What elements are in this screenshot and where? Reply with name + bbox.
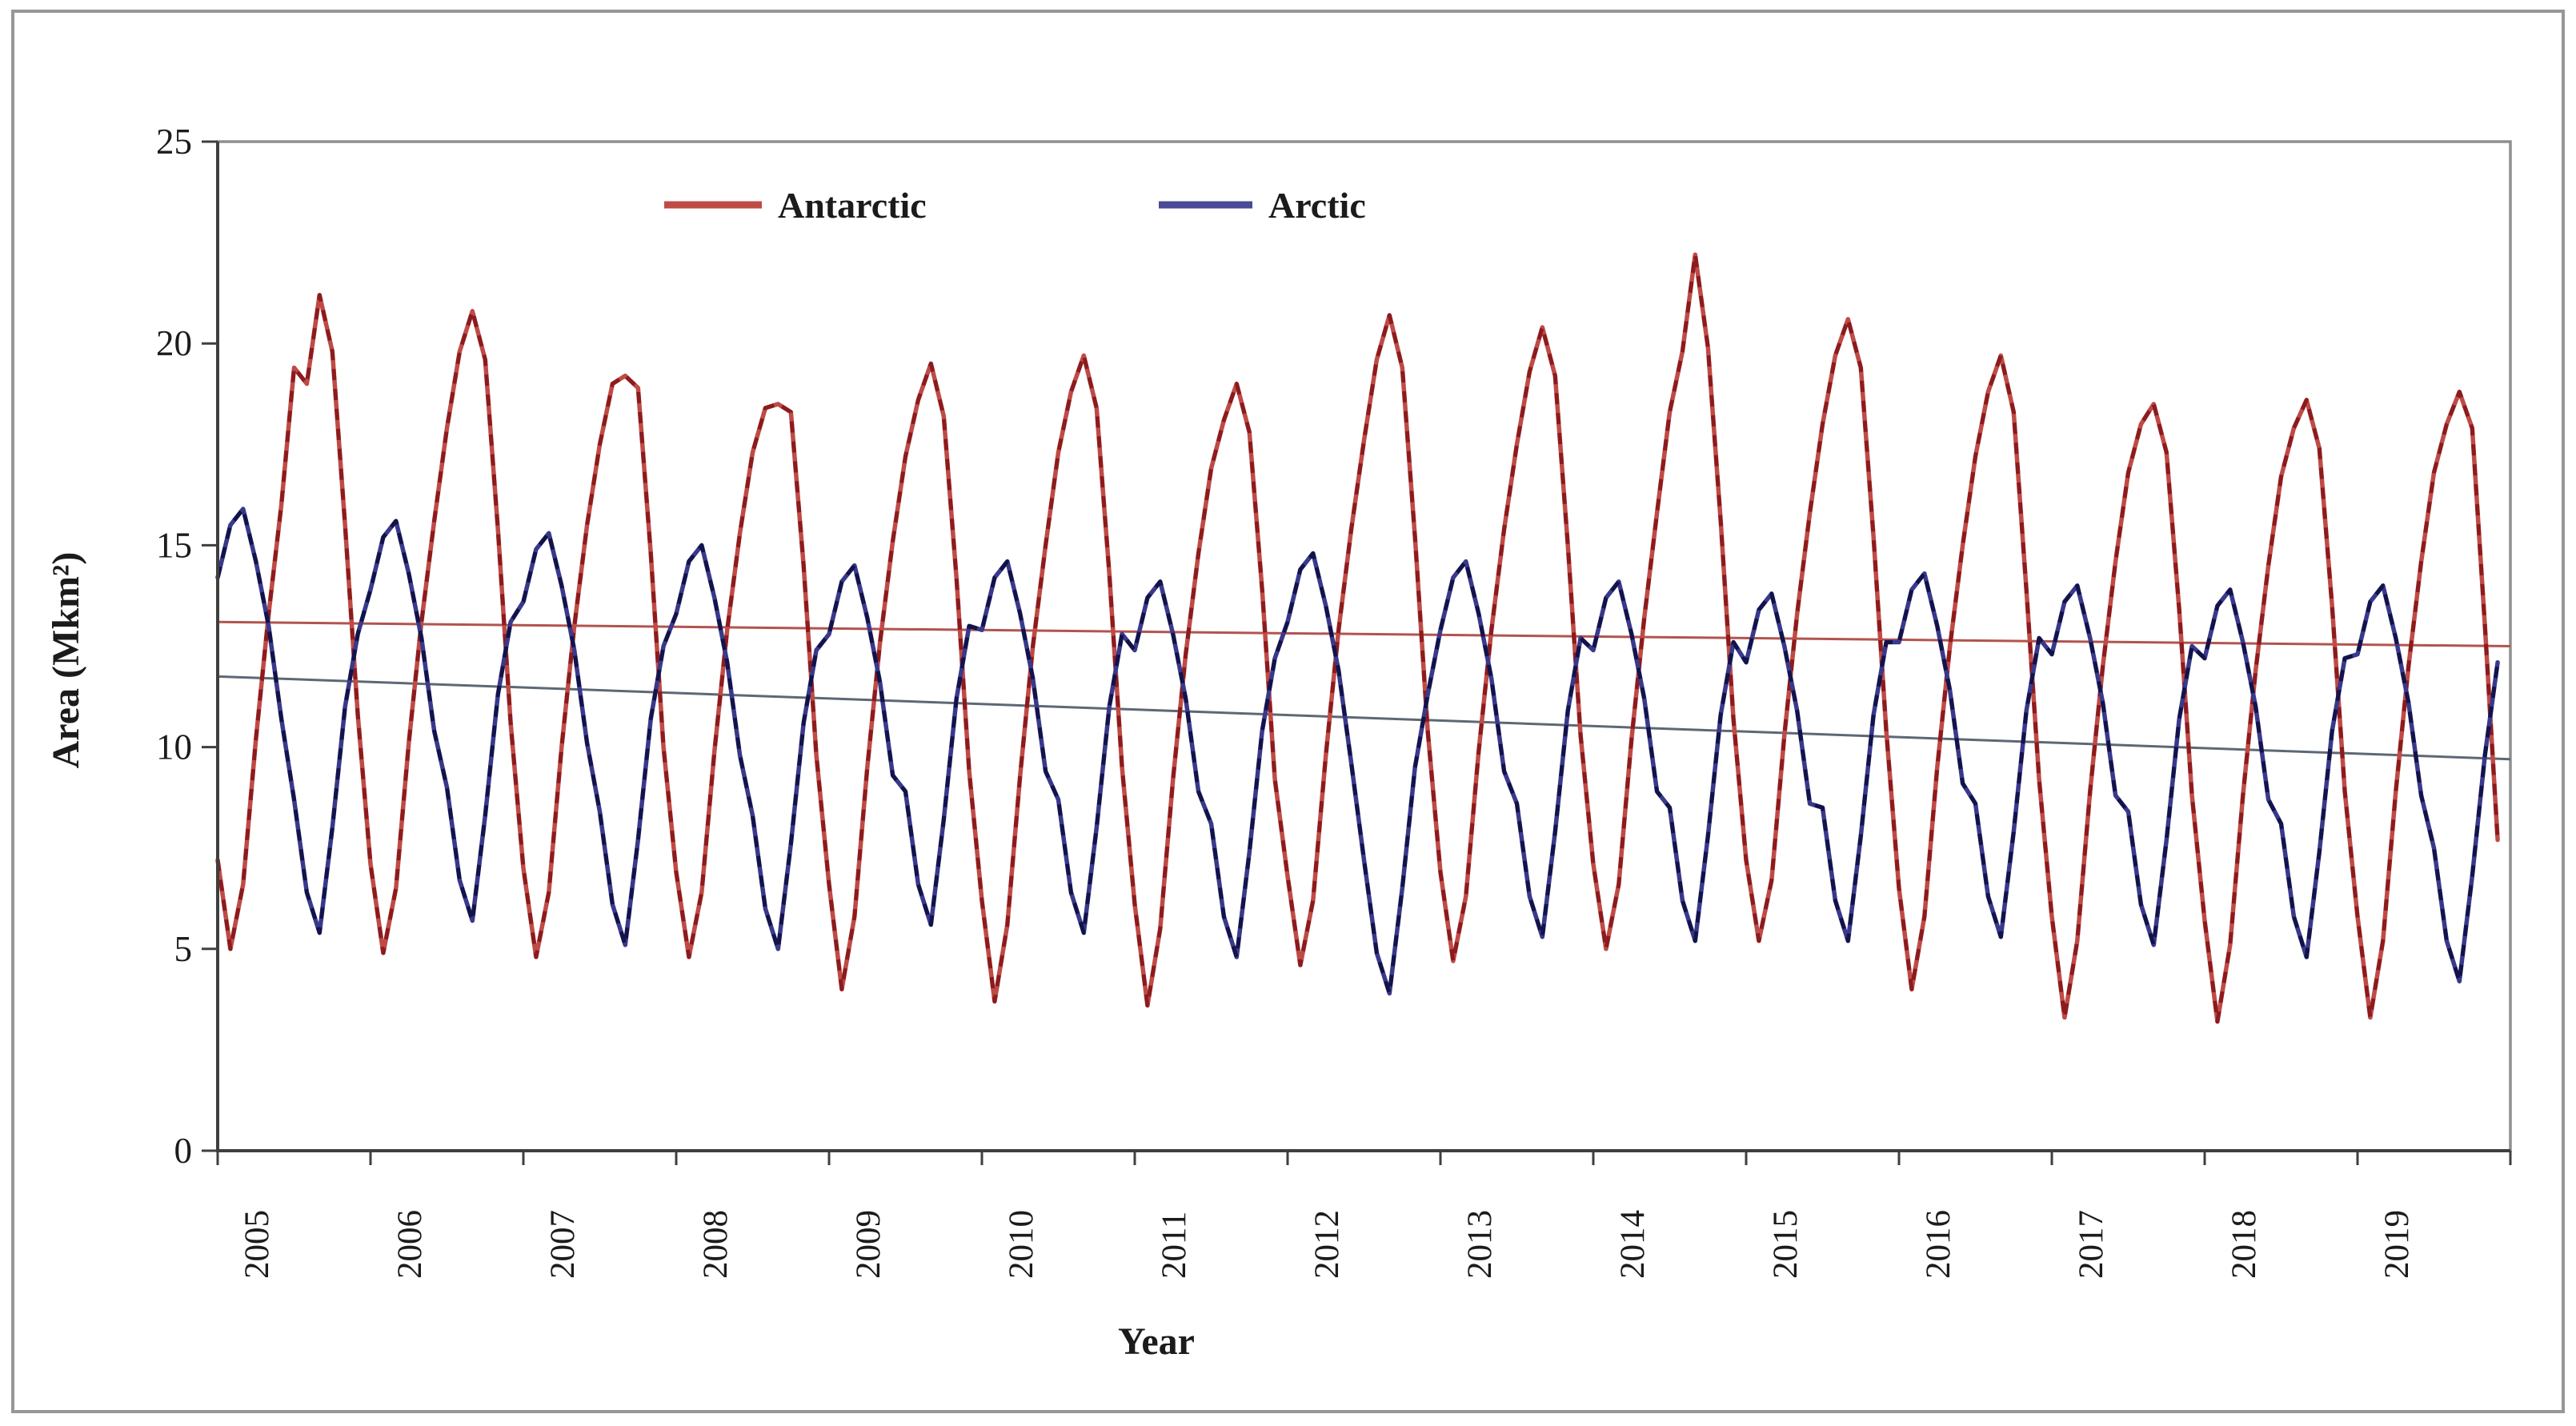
legend: Antarctic Arctic	[664, 185, 1366, 226]
trend-lines-layer	[217, 620, 2511, 761]
y-tick-label-0: 0	[174, 1131, 193, 1171]
x-tick-label-2015: 2015	[1767, 1210, 1805, 1279]
x-tick-label-2017: 2017	[2073, 1210, 2110, 1279]
antarctic-series-line-dash	[215, 252, 2500, 1024]
y-tick-label-25: 25	[156, 122, 192, 162]
x-tick-label-2007: 2007	[544, 1210, 582, 1279]
y-axis-title: Area (Mkm²)	[45, 552, 87, 769]
x-tick-label-2010: 2010	[1003, 1210, 1040, 1279]
antarctic-series-line	[215, 252, 2500, 1024]
x-tick-label-2011: 2011	[1156, 1212, 1193, 1279]
arctic-series-line-dash	[215, 507, 2500, 995]
y-tick-label-15: 15	[156, 525, 192, 565]
x-tick-label-2016: 2016	[1920, 1210, 1957, 1279]
x-axis-title: Year	[1118, 1320, 1195, 1363]
x-tick-label-2013: 2013	[1461, 1210, 1499, 1279]
x-tick-label-2014: 2014	[1614, 1210, 1652, 1279]
x-tick-label-2019: 2019	[2378, 1210, 2416, 1279]
x-tick-label-2012: 2012	[1308, 1210, 1346, 1279]
x-tick-label-2006: 2006	[391, 1210, 429, 1279]
y-tick-label-20: 20	[156, 323, 192, 363]
legend-arctic-label: Arctic	[1268, 185, 1366, 226]
x-tick-label-2005: 2005	[238, 1210, 276, 1279]
arctic-trend-line	[217, 675, 2511, 761]
figure-border	[11, 10, 2565, 1413]
antarctic-trend-line	[217, 620, 2511, 647]
x-tick-label-2009: 2009	[850, 1210, 887, 1279]
series-layer	[215, 252, 2500, 1024]
legend-antarctic-label: Antarctic	[778, 185, 927, 226]
plot-area-border	[216, 140, 2512, 1152]
x-tick-label-2008: 2008	[697, 1210, 735, 1279]
axis-ticks-layer: 0 5 10 15 20 25 2005 2006 2007 2008 2009 2010 2011 20…	[156, 122, 2512, 1279]
y-tick-label-5: 5	[174, 929, 193, 969]
y-tick-label-10: 10	[156, 727, 192, 767]
x-tick-label-2018: 2018	[2225, 1210, 2263, 1279]
